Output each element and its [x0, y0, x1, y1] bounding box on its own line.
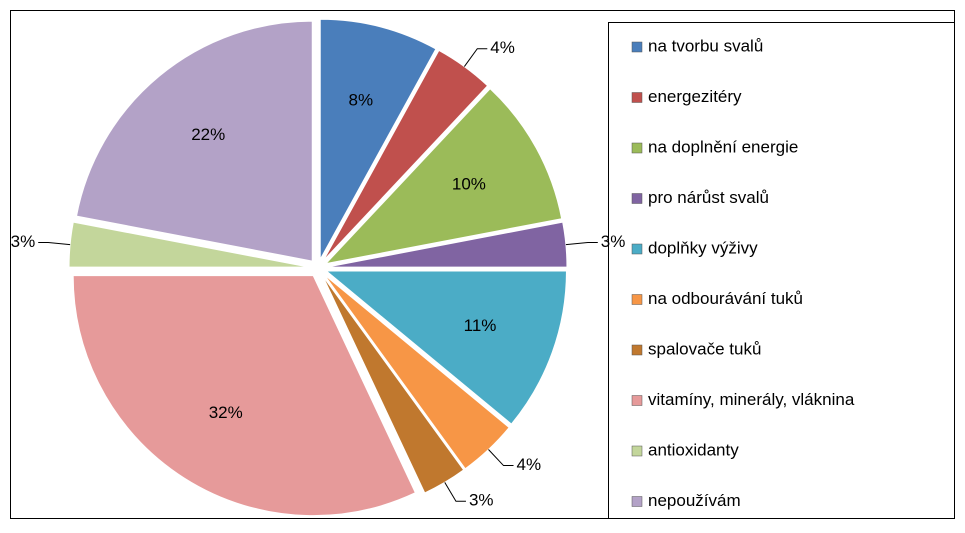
data-label: 3% — [11, 232, 36, 251]
legend-label: antioxidanty — [648, 440, 739, 459]
legend-label: vitamíny, minerály, vláknina — [648, 390, 855, 409]
data-label: 22% — [191, 125, 225, 144]
leader-line — [444, 482, 466, 502]
data-label: 8% — [349, 91, 374, 110]
legend-swatch — [631, 243, 643, 255]
legend-swatch — [631, 142, 643, 154]
legend-label: nepoužívám — [648, 491, 741, 510]
pie-slice — [323, 274, 510, 470]
legend-swatch — [631, 92, 643, 103]
leader-line — [463, 48, 488, 67]
legend-label: na doplnění energie — [648, 137, 798, 156]
pie-slice — [325, 270, 567, 425]
legend-swatch — [631, 41, 643, 53]
pie-slice — [319, 18, 437, 260]
legend-swatch — [631, 445, 643, 457]
data-label: 10% — [452, 175, 486, 194]
legend-frame — [608, 22, 955, 519]
legend-swatch — [631, 193, 643, 204]
data-label: 3% — [469, 491, 494, 510]
leader-line — [38, 241, 71, 246]
leader-line — [565, 241, 598, 246]
pie-slice — [324, 88, 563, 265]
data-label: 32% — [209, 403, 243, 422]
data-label: 4% — [490, 38, 515, 57]
legend-swatch — [631, 395, 643, 406]
pie-slice — [72, 275, 417, 517]
data-label: 4% — [517, 455, 542, 474]
legend-label: spalovače tuků — [648, 339, 761, 358]
legend-swatch — [631, 496, 643, 507]
data-label: 11% — [464, 316, 497, 335]
legend-label: na tvorbu svalů — [648, 36, 763, 55]
pie-slice — [75, 20, 313, 262]
data-label: 3% — [601, 232, 626, 251]
pie-slice — [322, 275, 465, 494]
pie-slice — [68, 221, 310, 268]
pie-slice — [326, 221, 568, 268]
pie-slice — [322, 49, 489, 262]
legend-label: energezitéry — [648, 87, 742, 106]
legend-swatch — [631, 294, 643, 305]
legend-label: doplňky výživy — [648, 238, 758, 257]
leader-line — [488, 449, 514, 467]
legend-swatch — [631, 344, 643, 356]
legend-label: na odbourávání tuků — [648, 289, 803, 308]
legend-label: pro nárůst svalů — [648, 188, 769, 207]
